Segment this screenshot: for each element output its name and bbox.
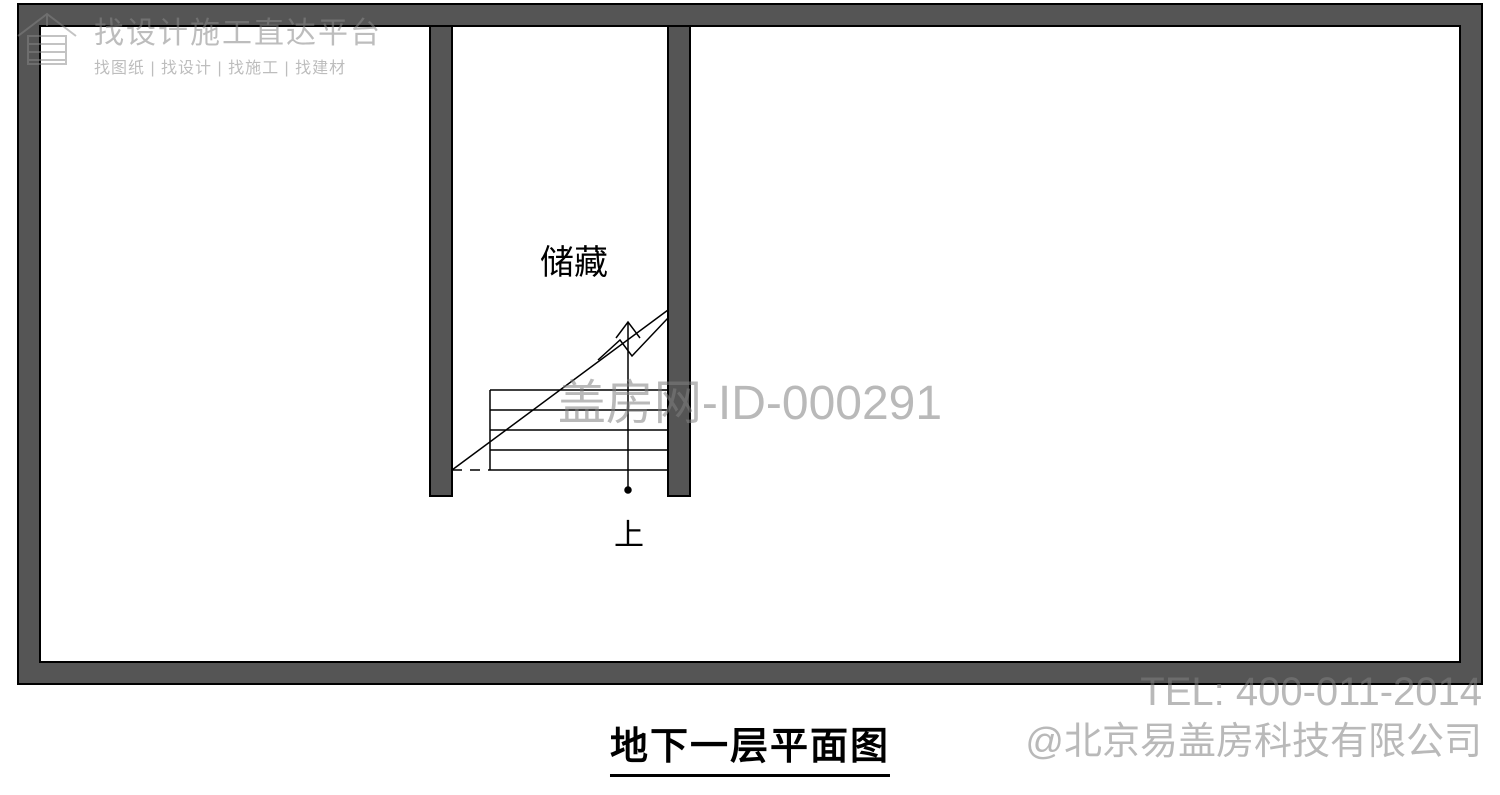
- stair-direction-label: 上: [614, 510, 644, 554]
- watermark-company: @北京易盖房科技有限公司: [1025, 710, 1482, 765]
- drawing-title: 地下一层平面图: [610, 715, 890, 777]
- watermark-logo-title: 找设计施工直达平台: [94, 8, 382, 52]
- room-label-storage: 储藏: [540, 235, 608, 284]
- watermark-logo: 找设计施工直达平台 找图纸 | 找设计 | 找施工 | 找建材: [12, 8, 382, 78]
- watermark-logo-subtitle: 找图纸 | 找设计 | 找施工 | 找建材: [94, 54, 382, 78]
- house-icon: [12, 8, 82, 73]
- outer-wall: [18, 4, 1482, 684]
- watermark-tel: TEL: 400-011-2014: [1140, 670, 1482, 715]
